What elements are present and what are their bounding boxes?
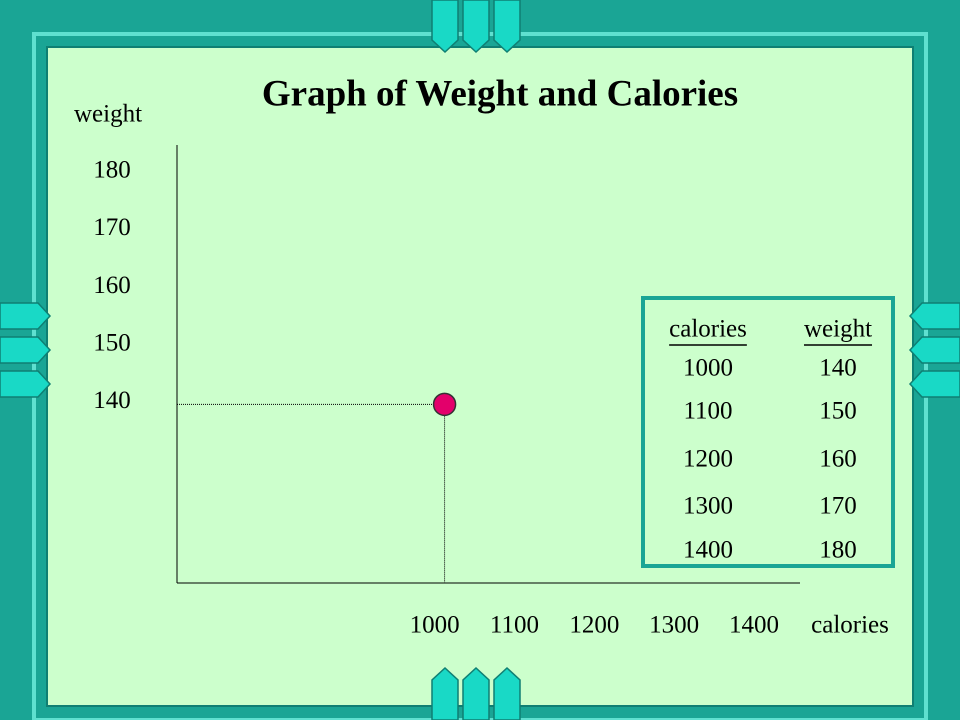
decoration-bottom: [431, 666, 521, 720]
decoration-left: [0, 302, 52, 398]
x-tick-label: 1400: [729, 612, 779, 639]
y-tick-label: 160: [93, 272, 131, 299]
chart-title: Graph of Weight and Calories: [262, 73, 738, 114]
y-tick-label: 170: [93, 214, 131, 241]
decoration-right: [908, 302, 960, 398]
table-cell: 140: [819, 355, 857, 382]
table-cell: 180: [819, 537, 857, 564]
y-axis-label: weight: [74, 101, 142, 128]
x-tick-label: 1300: [649, 612, 699, 639]
table-cell: 1200: [683, 446, 733, 473]
table-cell: 150: [819, 398, 857, 425]
table-header: weight: [804, 316, 872, 343]
x-tick-label: 1200: [569, 612, 619, 639]
decoration-top: [431, 0, 521, 54]
table-cell: 1300: [683, 493, 733, 520]
table-cell: 160: [819, 446, 857, 473]
x-axis-label: calories: [811, 612, 889, 639]
x-tick-label: 1000: [410, 612, 460, 639]
y-tick-label: 150: [93, 329, 131, 356]
table-cell: 170: [819, 493, 857, 520]
table-box: [641, 296, 895, 568]
x-tick-label: 1100: [490, 612, 539, 639]
panel: [46, 46, 914, 707]
y-tick-label: 140: [93, 387, 131, 414]
table-cell: 1000: [683, 355, 733, 382]
table-cell: 1400: [683, 537, 733, 564]
y-tick-label: 180: [93, 157, 131, 184]
table-header: calories: [669, 316, 747, 343]
table-cell: 1100: [683, 398, 732, 425]
data-point: [432, 392, 457, 417]
